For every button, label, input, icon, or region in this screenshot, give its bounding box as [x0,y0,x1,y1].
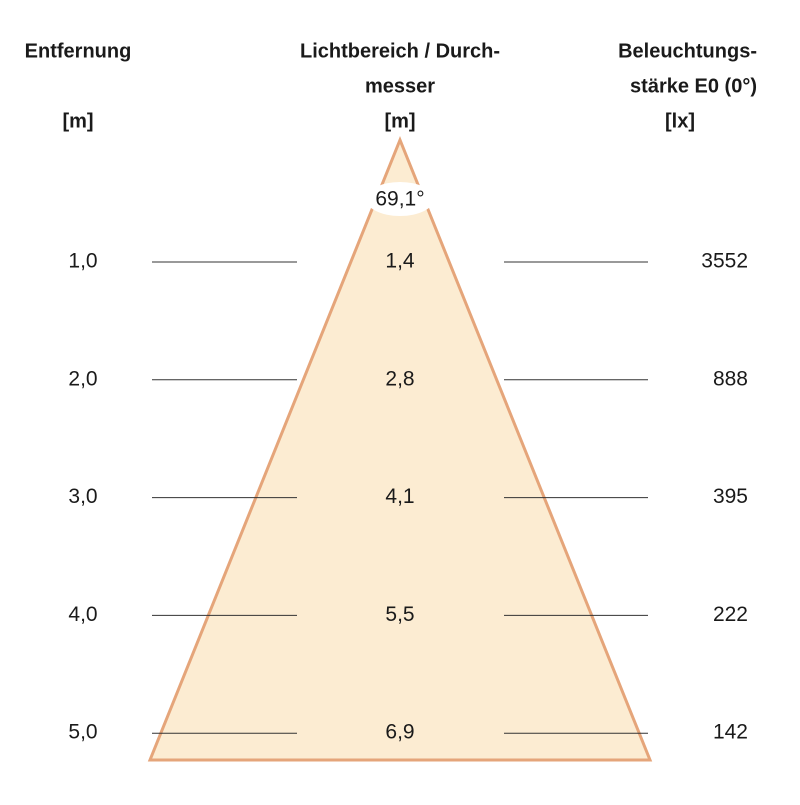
header-unit: [m] [62,110,93,132]
illuminance: 3552 [701,250,748,273]
illuminance: 142 [713,721,748,744]
diameter: 6,9 [385,721,414,744]
distance: 3,0 [68,485,97,508]
header-unit: [lx] [665,110,695,132]
diameter: 5,5 [385,603,414,626]
illuminance: 222 [713,603,748,626]
diameter: 1,4 [385,250,415,273]
angle-badge [366,182,434,216]
header: Beleuchtungs- [618,40,757,62]
diameter: 4,1 [385,485,414,508]
diameter: 2,8 [385,367,414,390]
distance: 4,0 [68,603,97,626]
header: Entfernung [25,40,132,62]
header-unit: [m] [384,110,415,132]
illuminance: 888 [713,367,748,390]
illuminance: 395 [713,485,748,508]
header: Lichtbereich / Durch- [300,40,500,62]
header: messer [365,75,435,97]
distance: 2,0 [68,367,97,390]
distance: 5,0 [68,721,97,744]
beam-angle: 69,1° [375,188,424,211]
header: stärke E0 (0°) [630,75,757,97]
light-cone [147,135,653,762]
distance: 1,0 [68,250,97,273]
